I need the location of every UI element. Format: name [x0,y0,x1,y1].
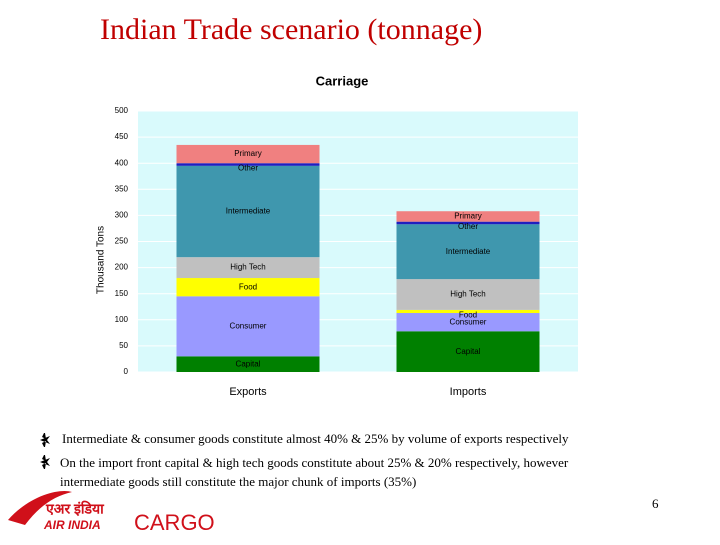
x-tick-label: Exports [229,386,267,398]
slide-title: Indian Trade scenario (tonnage) [100,13,482,46]
y-tick-label: 500 [115,106,129,115]
segment-label: Primary [234,149,262,158]
bar-segment [176,163,320,166]
segment-label: Consumer [450,317,487,326]
y-tick-label: 300 [115,211,129,220]
bullet-icon [40,433,50,447]
y-tick-label: 450 [115,132,129,141]
segment-label: Intermediate [226,207,271,216]
bullet-text: Intermediate & consumer goods constitute… [62,431,569,446]
y-tick-label: 0 [124,367,129,376]
segment-label: High Tech [230,263,265,272]
segment-label: Intermediate [446,247,491,256]
page-number: 6 [652,496,659,511]
segment-label: Other [238,164,258,173]
bar-segment [396,279,540,310]
segment-label: Consumer [230,321,267,330]
logo-name: AIR INDIA [43,518,101,532]
logo-hindi: एअर इंडिया [45,501,105,517]
logo: एअर इंडिया AIR INDIA CARGO [8,490,215,535]
bar-segment [396,224,540,280]
y-tick-label: 200 [115,263,129,272]
bar-segment [396,211,540,222]
logo-swoosh [8,490,72,525]
x-tick-label: Imports [450,386,487,398]
chart-title: Carriage [316,73,369,88]
y-tick-label: 250 [115,237,129,246]
segment-label: Capital [456,347,481,356]
segment-label: Primary [454,212,482,221]
y-tick-label: 150 [115,289,129,298]
bar-segment [176,144,320,164]
bar-segment [176,257,320,279]
bar-segment [396,331,540,372]
y-tick-label: 350 [115,184,129,193]
bar-segment [396,309,540,314]
y-tick-label: 100 [115,315,129,324]
segment-label: High Tech [450,290,485,299]
bar-segment [396,313,540,332]
bullet-box: On the import front capital & high tech … [60,455,569,489]
bar-segment [176,278,320,297]
bar-segment [176,296,320,357]
segment-label: Food [239,282,257,291]
bar-segment [176,165,320,258]
segment-label: Food [459,311,477,320]
y-tick-label: 400 [115,158,129,167]
bar-segment [176,356,320,372]
bar-segment [396,221,540,225]
segment-label: Other [458,222,478,231]
logo-product: CARGO [134,510,215,535]
bullet-icon [40,455,50,469]
segment-label: Capital [236,359,261,368]
y-axis-label: Thousand Tons [96,226,107,294]
y-tick-label: 50 [119,341,128,350]
bullet-text: On the import front capital & high tech … [60,455,569,489]
